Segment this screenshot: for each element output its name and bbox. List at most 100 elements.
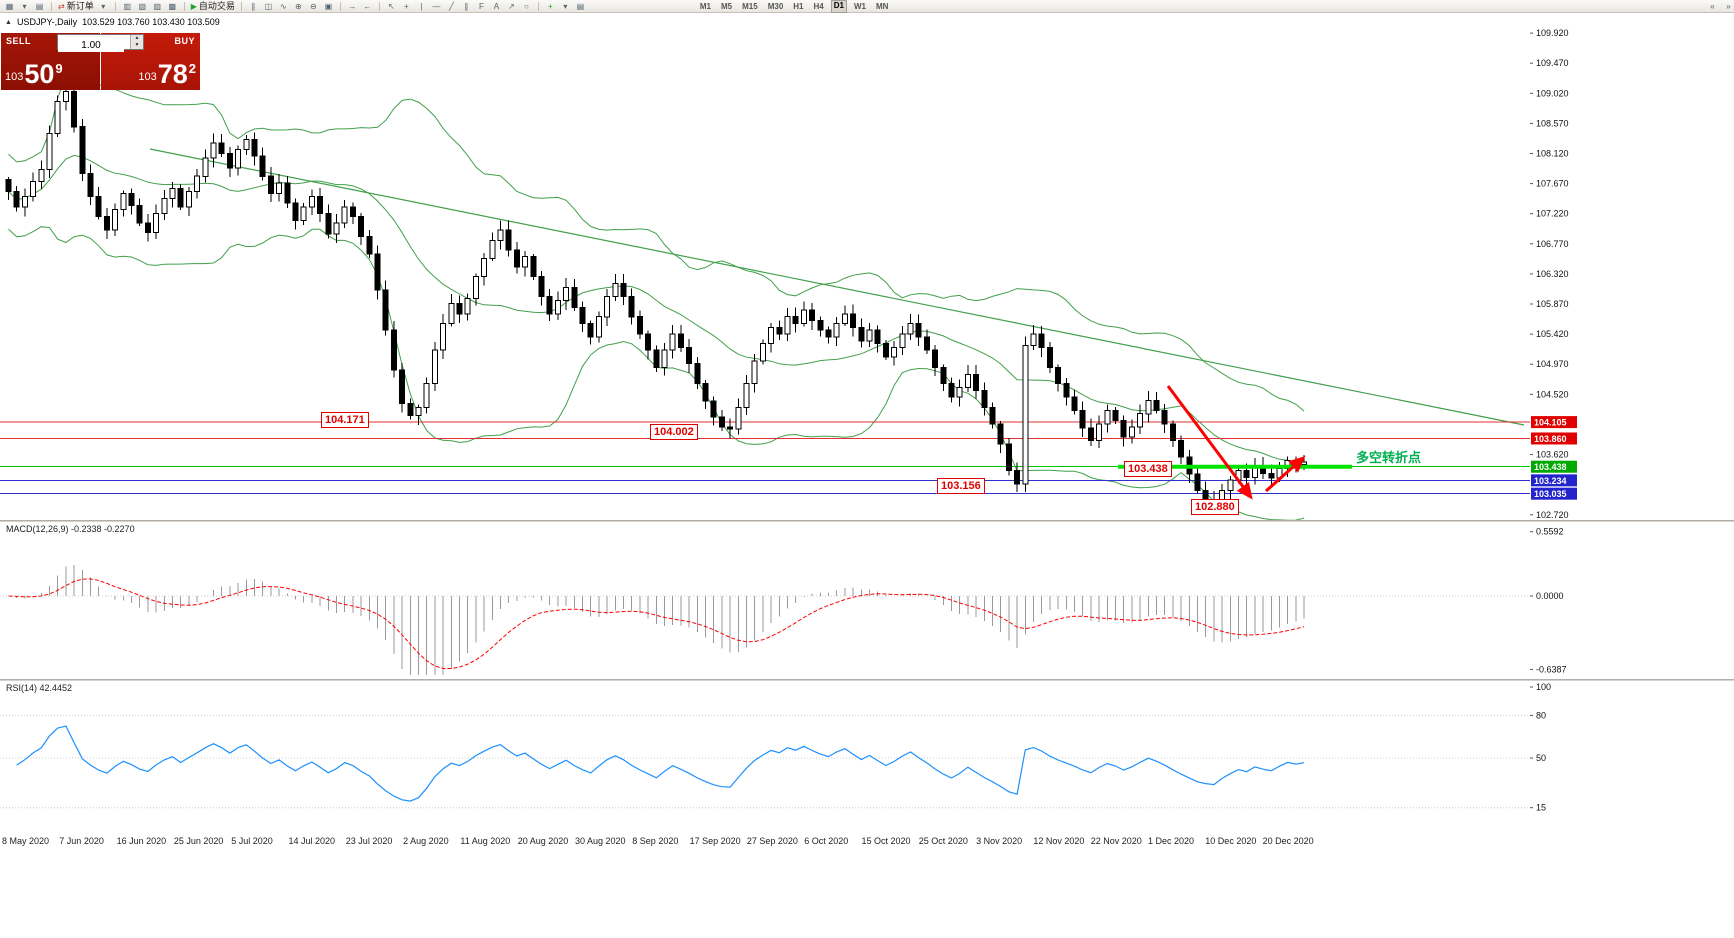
symbol-period-label: USDJPY-,Daily [16,17,78,27]
price-label-103.438[interactable]: 103.438 [1124,461,1172,477]
indicators-icon[interactable]: + [548,1,553,11]
new-chart-menu-icon[interactable]: ▾ [22,1,27,11]
volume-down-button[interactable]: ▼ [130,42,143,49]
price-label-104.002[interactable]: 104.002 [650,424,698,440]
bar-chart-icon[interactable]: ∥ [251,1,256,11]
periods-menu-icon[interactable]: ▾ [563,1,568,11]
date-axis-label: 20 Aug 2020 [517,836,569,846]
chart-shift-icon[interactable]: ← [363,1,372,11]
panel-splitter[interactable] [0,679,1734,681]
zoom-out-icon[interactable]: ⊖ [310,1,317,11]
svg-text:109.020: 109.020 [1536,88,1569,98]
date-axis-label: 10 Dec 2020 [1205,836,1257,846]
price-chart[interactable]: 109.920 109.470 109.020 108.570 108.120 107.6… [0,13,1734,520]
svg-text:107.670: 107.670 [1536,179,1569,189]
price-label-104.171[interactable]: 104.171 [321,412,369,428]
timeframe-d1-button[interactable]: D1 [830,0,847,13]
svg-text:104.520: 104.520 [1536,389,1569,399]
shapes-tool-icon[interactable]: ○ [523,1,529,11]
turning-point-note[interactable]: 多空转折点 [1356,450,1422,465]
annotation-arrows[interactable] [1166,385,1306,500]
timeframe-m30-button[interactable]: M30 [767,1,784,11]
new-chart-icon[interactable]: ▦ [5,1,14,11]
candlesticks [5,86,1308,511]
timeframe-h1-button[interactable]: H1 [793,1,804,11]
svg-text:105.870: 105.870 [1536,299,1569,309]
svg-text:103.234: 103.234 [1534,476,1567,486]
new-order-icon[interactable]: ⇄ 新订单 [58,0,94,11]
timeframe-m1-button[interactable]: M1 [699,1,712,11]
date-axis-label: 23 Jul 2020 [345,836,393,846]
text-label-icon[interactable]: A [493,1,500,11]
new-order-menu-icon[interactable]: ▾ [101,1,106,11]
sell-price: 103 50 9 [5,59,63,89]
equidistant-channel-icon[interactable]: ∥ [464,1,469,11]
terminal-icon[interactable]: ▩ [168,1,176,11]
zoom-in-icon[interactable]: ⊕ [295,1,302,11]
panel-splitter[interactable] [0,520,1734,522]
svg-text:106.770: 106.770 [1536,239,1569,249]
date-axis-label: 14 Jul 2020 [288,836,336,846]
date-axis-label: 3 Nov 2020 [976,836,1023,846]
timeframe-h4-button[interactable]: H4 [813,1,824,11]
price-label-102.880[interactable]: 102.880 [1191,499,1239,515]
auto-scroll-icon[interactable]: → [348,1,357,11]
date-axis: 8 May 2020 7 Jun 2020 16 Jun 2020 25 Jun 20… [0,836,1734,848]
date-axis-label: 5 Jul 2020 [231,836,273,846]
svg-text:103.620: 103.620 [1536,450,1569,460]
date-axis-label: 2 Aug 2020 [403,836,449,846]
date-axis-label: 15 Oct 2020 [861,836,911,846]
buy-price: 103 78 2 [138,61,196,88]
timeframe-buttons: M1 M5 M15 M30 H1 H4 D1 W1 MN [697,0,892,13]
market-watch-icon[interactable]: ▥ [123,1,131,11]
date-axis-label: 8 May 2020 [2,836,50,846]
top-toolbar: ▦ ▾ ▤ ⇄ 新订单 ▾ ▥ ▧ ▨ ▩ ▶ 自动交易 ∥ ◫ ∿ ⊕ ⊖ ▣ → ← ↖ + | ― ╱ ∥ F A ↗ ○ + ▾ ▤ M… [0,0,1734,13]
toolbar-buttons: ▦ ▾ ▤ ⇄ 新订单 ▾ ▥ ▧ ▨ ▩ ▶ 自动交易 ∥ ◫ ∿ ⊕ ⊖ ▣ → ← ↖ + | ― ╱ ∥ F A ↗ ○ + ▾ ▤ [3,1,587,12]
cursor-icon[interactable]: ↖ [388,1,395,11]
toolbar-overflow-right-icon[interactable]: » [1726,1,1731,11]
horizontal-level-lines[interactable] [0,421,1530,495]
date-axis-label: 7 Jun 2020 [59,836,104,846]
tile-windows-icon[interactable]: ▣ [324,1,333,11]
toolbar-overflow-left-icon[interactable]: « [1710,1,1715,11]
arrows-tool-icon[interactable]: ↗ [508,1,515,11]
svg-text:80: 80 [1536,710,1546,720]
toolbar-separator [378,1,380,11]
rsi-level-lines [0,714,1530,809]
volume-box: ▲ ▼ [57,34,144,52]
auto-trading-icon[interactable]: ▶ 自动交易 [190,0,235,11]
one-click-trading-panel: SELL 103 50 9 BUY 103 78 2 ▲ ▼ [1,33,200,90]
rsi-line [16,725,1305,802]
timeframe-m5-button[interactable]: M5 [721,1,733,11]
profiles-icon[interactable]: ▤ [35,1,44,11]
trend-line-icon[interactable]: ╱ [448,1,454,11]
crosshair-icon[interactable]: + [404,1,409,11]
date-axis-label: 27 Sep 2020 [746,836,798,846]
toolbar-right-controls: «» [1706,1,1734,12]
svg-text:109.920: 109.920 [1536,28,1569,38]
data-window-icon[interactable]: ▧ [138,1,146,11]
sell-price-pips: 50 [24,59,55,89]
timeframe-w1-button[interactable]: W1 [853,1,866,11]
line-chart-icon[interactable]: ∿ [280,1,287,11]
volume-input[interactable] [58,39,124,52]
macd-panel[interactable]: 0.5592 0.0000 -0.6387 [0,522,1734,679]
horizontal-line-icon[interactable]: ― [432,1,441,11]
templates-icon[interactable]: ▤ [576,1,585,11]
date-axis-label: 12 Nov 2020 [1033,836,1085,846]
oneclick-collapse-icon[interactable]: ▲ [5,18,12,26]
descending-trendline[interactable] [149,148,1525,426]
buy-price-point: 2 [188,61,196,76]
date-axis-label: 30 Aug 2020 [575,836,626,846]
fibonacci-icon[interactable]: F [478,1,484,11]
rsi-panel[interactable]: 100 80 50 15 [0,681,1734,833]
macd-label: MACD(12,26,9) -0.2338 -0.2270 [6,524,135,534]
candle-chart-icon[interactable]: ◫ [264,1,273,11]
vertical-line-icon[interactable]: | [420,1,423,11]
navigator-icon[interactable]: ▨ [153,1,161,11]
price-label-103.156[interactable]: 103.156 [937,478,985,494]
volume-up-button[interactable]: ▲ [130,35,143,42]
timeframe-m15-button[interactable]: M15 [742,1,758,11]
date-axis-label: 25 Jun 2020 [173,836,224,846]
timeframe-mn-button[interactable]: MN [875,1,889,11]
